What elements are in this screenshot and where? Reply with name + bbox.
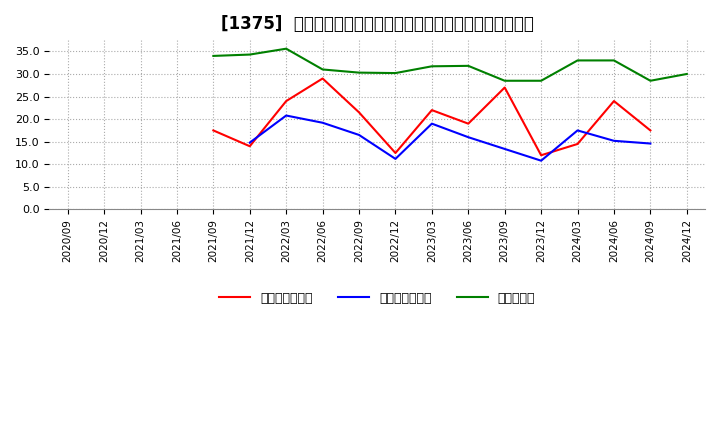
売上債権回転率 [428, 107, 436, 113]
Title: [1375]  売上債権回転率、買入債務回転率、在庫回転率の推移: [1375] 売上債権回転率、買入債務回転率、在庫回転率の推移 [221, 15, 534, 33]
Line: 在庫回転率: 在庫回転率 [213, 49, 687, 81]
売上債権回転率 [573, 141, 582, 147]
在庫回転率 [246, 52, 254, 57]
Line: 売上債権回転率: 売上債権回転率 [213, 78, 650, 155]
売上債権回転率 [646, 128, 654, 133]
買入債務回転率 [464, 135, 472, 140]
Legend: 売上債権回転率, 買入債務回転率, 在庫回転率: 売上債権回転率, 買入債務回転率, 在庫回転率 [214, 287, 541, 310]
在庫回転率 [537, 78, 546, 84]
売上債権回転率 [610, 99, 618, 104]
買入債務回転率 [246, 140, 254, 145]
在庫回転率 [464, 63, 472, 69]
売上債権回転率 [537, 153, 546, 158]
売上債権回転率 [282, 99, 290, 104]
在庫回転率 [391, 70, 400, 76]
売上債権回転率 [464, 121, 472, 126]
Line: 買入債務回転率: 買入債務回転率 [250, 116, 650, 161]
売上債権回転率 [500, 85, 509, 90]
売上債権回転率 [355, 110, 364, 115]
在庫回転率 [282, 46, 290, 51]
在庫回転率 [683, 71, 691, 77]
在庫回転率 [500, 78, 509, 84]
買入債務回転率 [537, 158, 546, 163]
在庫回転率 [573, 58, 582, 63]
買入債務回転率 [646, 141, 654, 146]
在庫回転率 [318, 67, 327, 72]
売上債権回転率 [318, 76, 327, 81]
買入債務回転率 [282, 113, 290, 118]
売上債権回転率 [246, 143, 254, 149]
売上債権回転率 [209, 128, 217, 133]
在庫回転率 [355, 70, 364, 75]
在庫回転率 [646, 78, 654, 84]
買入債務回転率 [355, 132, 364, 138]
買入債務回転率 [318, 120, 327, 125]
買入債務回転率 [573, 128, 582, 133]
在庫回転率 [209, 53, 217, 59]
在庫回転率 [610, 58, 618, 63]
買入債務回転率 [610, 138, 618, 143]
在庫回転率 [428, 64, 436, 69]
買入債務回転率 [391, 156, 400, 161]
買入債務回転率 [428, 121, 436, 126]
売上債権回転率 [391, 150, 400, 156]
